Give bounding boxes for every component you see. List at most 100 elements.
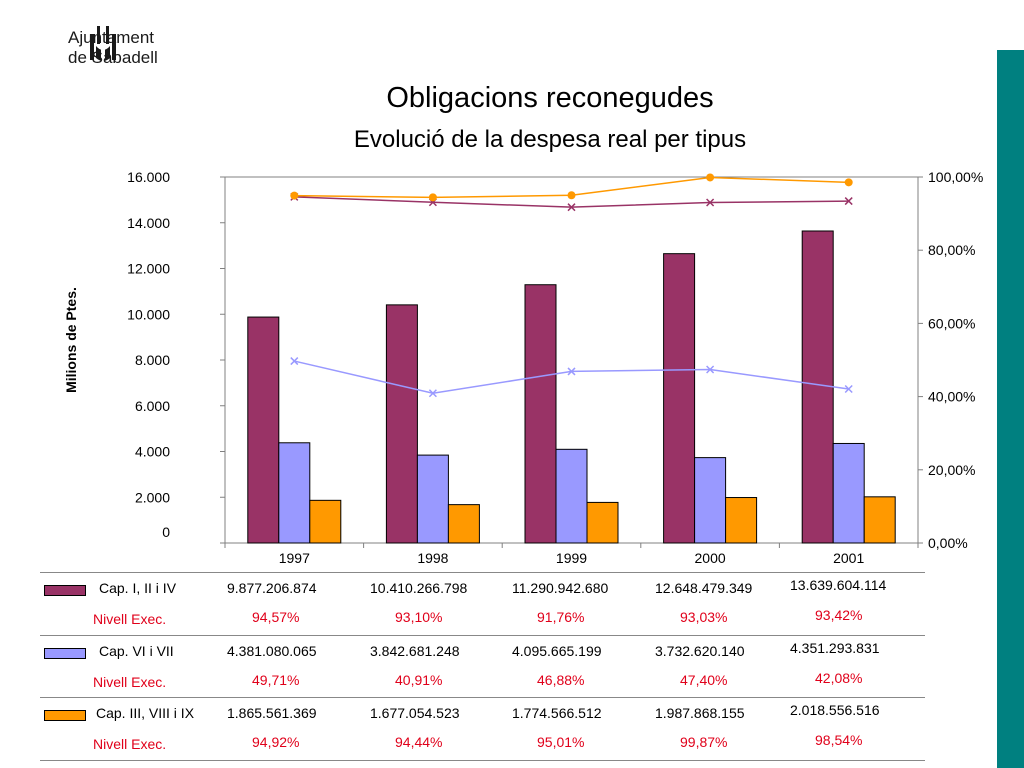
table-value-cell: 4.095.665.199 <box>512 643 602 659</box>
ytick-right-label: 80,00% <box>928 242 975 258</box>
table-value-cell: 13.639.604.114 <box>790 577 887 593</box>
ytick-right-label: 20,00% <box>928 462 975 478</box>
legend-swatch <box>44 585 86 596</box>
table-pct-cell: 40,91% <box>395 672 443 688</box>
xtick-label: 1999 <box>556 550 587 566</box>
legend-swatch <box>44 710 86 721</box>
row-label: Cap. I, II i IV <box>99 580 177 596</box>
ytick-left-label: 12.000 <box>127 261 170 277</box>
line-point-1 <box>706 198 715 207</box>
table-pct-cell: 91,76% <box>537 609 585 625</box>
line-point-3 <box>428 193 437 202</box>
ytick-left-label: 6.000 <box>135 398 170 414</box>
bar-3 <box>447 504 480 544</box>
table-value-cell: 1.677.054.523 <box>370 705 460 721</box>
xtick-label: 1998 <box>417 550 448 566</box>
line-point-2 <box>290 357 299 366</box>
side-accent-bar <box>997 50 1024 768</box>
row-label: Cap. III, VIII i IX <box>96 705 195 721</box>
y-axis-label: Milions de Ptes. <box>63 287 79 393</box>
table-value-cell: 3.732.620.140 <box>655 643 745 659</box>
ytick-left-label: 10.000 <box>127 306 170 322</box>
logo-line-1: Ajuntament <box>68 28 154 47</box>
bar-3 <box>725 497 758 544</box>
table-pct-cell: 94,57% <box>252 609 300 625</box>
bar-3 <box>309 499 342 544</box>
bar-2 <box>555 448 588 544</box>
table-separator <box>40 572 925 573</box>
logo-wordmark: Ajuntament de Sabadell <box>68 28 158 68</box>
table-value-cell: 1.987.868.155 <box>655 705 745 721</box>
ytick-left-label: 2.000 <box>135 489 170 505</box>
chart-title: Obligacions reconegudes <box>386 82 714 114</box>
chart-subtitle: Evolució de la despesa real per tipus <box>353 126 747 153</box>
line-point-2 <box>706 365 715 374</box>
ytick-left-label: 4.000 <box>135 444 170 460</box>
ytick-right-label: 0,00% <box>928 535 968 551</box>
line-point-2 <box>567 367 576 376</box>
ytick-right-label: 40,00% <box>928 389 975 405</box>
bar-1 <box>247 316 280 544</box>
bar-1 <box>801 230 834 544</box>
line-point-3 <box>706 173 715 182</box>
bar-2 <box>694 457 727 544</box>
ytick-left-label: 16.000 <box>127 169 170 185</box>
nivell-exec-label: Nivell Exec. <box>93 736 167 752</box>
bar-3 <box>586 501 619 544</box>
table-pct-cell: 99,87% <box>680 734 728 750</box>
table-pct-cell: 93,42% <box>815 607 863 623</box>
table-value-cell: 4.381.080.065 <box>227 643 317 659</box>
table-value-cell: 2.018.556.516 <box>790 702 880 718</box>
line-point-3 <box>844 178 853 187</box>
table-pct-cell: 95,01% <box>537 734 585 750</box>
bar-1 <box>663 253 696 544</box>
table-pct-cell: 49,71% <box>252 672 300 688</box>
logo-line-2: de Sabadell <box>68 48 158 67</box>
line-point-3 <box>567 191 576 200</box>
table-value-cell: 9.877.206.874 <box>227 580 317 596</box>
ytick-left-label: 14.000 <box>127 215 170 231</box>
table-pct-cell: 93,03% <box>680 609 728 625</box>
table-value-cell: 1.865.561.369 <box>227 705 317 721</box>
bar-2 <box>278 442 311 544</box>
bar-1 <box>524 284 557 544</box>
table-separator <box>40 635 925 636</box>
table-value-cell: 3.842.681.248 <box>370 643 460 659</box>
table-separator <box>40 760 925 761</box>
bar-2 <box>832 442 865 544</box>
table-separator <box>40 697 925 698</box>
ytick-right-label: 60,00% <box>928 315 975 331</box>
table-pct-cell: 94,92% <box>252 734 300 750</box>
line-point-3 <box>290 191 299 200</box>
xtick-label: 1997 <box>279 550 310 566</box>
nivell-exec-label: Nivell Exec. <box>93 611 167 627</box>
xtick-label: 2001 <box>833 550 864 566</box>
bar-3 <box>863 496 896 544</box>
table-pct-cell: 47,40% <box>680 672 728 688</box>
legend-swatch <box>44 648 86 659</box>
xtick-label: 2000 <box>695 550 726 566</box>
table-pct-cell: 46,88% <box>537 672 585 688</box>
table-pct-cell: 94,44% <box>395 734 443 750</box>
table-value-cell: 10.410.266.798 <box>370 580 468 596</box>
ajuntament-logo-icon <box>90 26 116 62</box>
line-point-2 <box>428 389 437 398</box>
table-pct-cell: 93,10% <box>395 609 443 625</box>
line-point-1 <box>844 197 853 206</box>
table-value-cell: 4.351.293.831 <box>790 640 880 656</box>
line-point-1 <box>567 203 576 212</box>
table-pct-cell: 42,08% <box>815 670 863 686</box>
ytick-left-label: 8.000 <box>135 352 170 368</box>
ytick-left-label: 0 <box>162 524 170 540</box>
bar-2 <box>416 454 449 544</box>
bar-1 <box>385 304 418 544</box>
ytick-right-label: 100,00% <box>928 169 983 185</box>
row-label: Cap. VI i VII <box>99 643 174 659</box>
nivell-exec-label: Nivell Exec. <box>93 674 167 690</box>
table-pct-cell: 98,54% <box>815 732 863 748</box>
line-point-2 <box>844 384 853 394</box>
table-value-cell: 11.290.942.680 <box>512 580 609 596</box>
table-value-cell: 12.648.479.349 <box>655 580 753 596</box>
